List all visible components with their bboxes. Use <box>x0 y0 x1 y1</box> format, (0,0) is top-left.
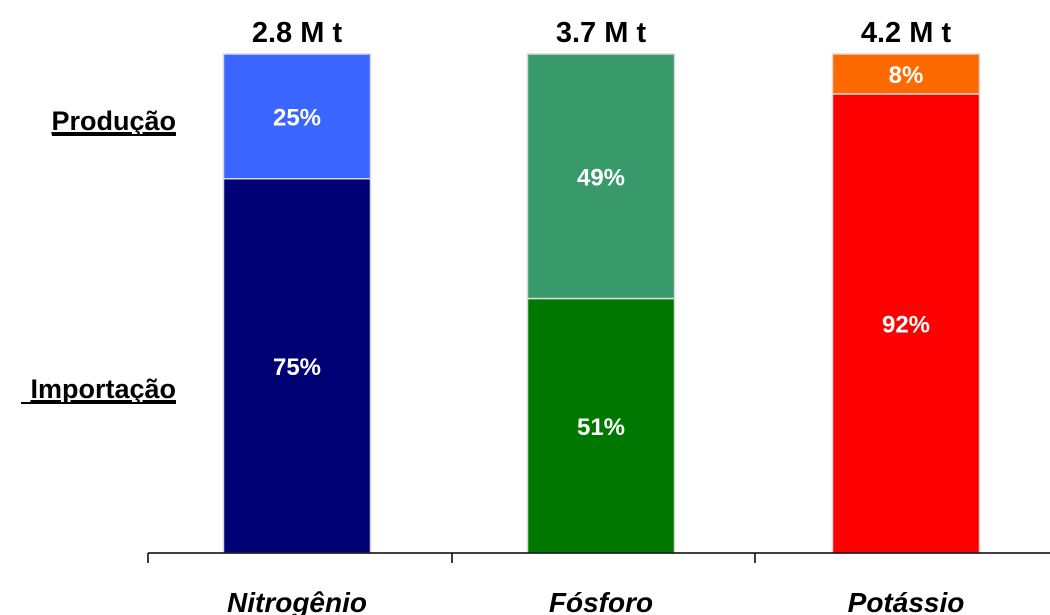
bar-segment-producao-1 <box>222 53 372 180</box>
data-label: 51% <box>577 414 625 441</box>
legend-label: Produção <box>51 106 176 136</box>
bar-total-label: 3.7 M t <box>556 17 647 49</box>
bar-total-label: 4.2 M t <box>861 17 952 49</box>
data-label: 92% <box>882 311 930 338</box>
data-label: 49% <box>577 164 625 191</box>
data-label: 8% <box>889 62 924 89</box>
data-label: 75% <box>273 354 321 381</box>
bar-total-label: 2.8 M t <box>252 17 343 49</box>
bar-segment-importacao-1 <box>222 178 372 554</box>
bar-segment-importacao-3 <box>831 93 981 554</box>
bar-segment-producao-2 <box>526 53 676 300</box>
x-tick-label: Potássio <box>848 587 965 615</box>
bar-segment-producao-3 <box>831 53 981 95</box>
x-tick-label: Nitrogênio <box>227 587 367 615</box>
legend-label: Importação <box>30 374 176 404</box>
x-tick-label: Fósforo <box>549 587 653 615</box>
data-label: 25% <box>273 104 321 131</box>
